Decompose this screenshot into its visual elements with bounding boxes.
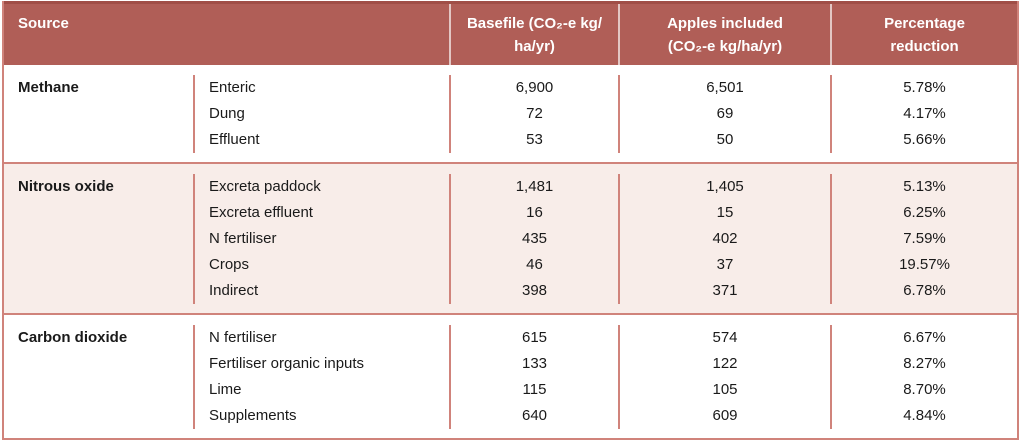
basefile-value: 16 [526, 204, 543, 221]
row-label: Excreta paddock [209, 178, 321, 195]
reduction-value: 5.66% [903, 131, 946, 148]
apples-value: 1,405 [706, 178, 744, 195]
subcategory-cell: N fertiliser Fertiliser organic inputs Lim… [193, 325, 449, 429]
reduction-value: 19.57% [899, 256, 950, 273]
apples-value: 37 [716, 256, 734, 273]
table-section: Carbon dioxide N fertiliser Fertiliser org… [4, 313, 1017, 438]
apples-value: 105 [712, 381, 738, 398]
apples-value: 609 [712, 407, 738, 424]
basefile-value: 133 [521, 355, 548, 372]
apples-value: 69 [716, 105, 734, 122]
table-body: Methane Enteric Dung Effluent 6,900 72 53 6,501… [4, 65, 1017, 438]
column-header-reduction-line1: Percentage [884, 15, 965, 32]
reduction-value: 4.84% [903, 407, 946, 424]
column-header-apples: Apples included (CO₂-e kg/ha/yr) [618, 4, 830, 65]
column-header-basefile-line1: Basefile (CO₂-e kg/ [466, 15, 603, 32]
column-header-source: Source [4, 4, 449, 65]
reduction-value: 6.78% [903, 282, 946, 299]
column-header-apples-line1: Apples included [667, 15, 783, 32]
row-label: N fertiliser [209, 230, 277, 247]
row-label: Dung [209, 105, 245, 122]
reduction-value: 7.59% [903, 230, 946, 247]
row-label: Supplements [209, 407, 297, 424]
apples-value: 6,501 [706, 79, 744, 96]
apples-value: 50 [716, 131, 734, 148]
row-label: Excreta effluent [209, 204, 313, 221]
apples-value: 402 [712, 230, 738, 247]
subcategory-cell: Enteric Dung Effluent [193, 75, 449, 153]
reduction-cell: 5.78% 4.17% 5.66% [830, 75, 1017, 153]
reduction-cell: 6.67% 8.27% 8.70% 4.84% [830, 325, 1017, 429]
category-label: Nitrous oxide [18, 178, 114, 195]
reduction-value: 5.13% [903, 178, 946, 195]
category-cell: Methane [4, 75, 193, 153]
basefile-value: 435 [521, 230, 548, 247]
column-header-source-label: Source [18, 15, 69, 32]
basefile-value: 72 [526, 105, 543, 122]
row-label: Effluent [209, 131, 260, 148]
reduction-value: 6.67% [903, 329, 946, 346]
basefile-cell: 615 133 115 640 [449, 325, 618, 429]
row-label: Enteric [209, 79, 256, 96]
reduction-cell: 5.13% 6.25% 7.59% 19.57% 6.78% [830, 174, 1017, 304]
column-header-reduction: Percentage reduction [830, 4, 1017, 65]
column-header-reduction-line2: reduction [890, 38, 959, 55]
reduction-value: 4.17% [903, 105, 946, 122]
row-label: Crops [209, 256, 250, 273]
table-header-row: Source Basefile (CO₂-e kg/ ha/yr) Apples… [4, 1, 1017, 65]
category-cell: Nitrous oxide [4, 174, 193, 304]
basefile-value: 615 [521, 329, 548, 346]
row-label: Indirect [209, 282, 259, 299]
reduction-value: 5.78% [903, 79, 946, 96]
row-label: Lime [209, 381, 242, 398]
table-section: Methane Enteric Dung Effluent 6,900 72 53 6,501… [4, 65, 1017, 162]
row-label: Fertiliser organic inputs [209, 355, 365, 372]
apples-cell: 6,501 69 50 [618, 75, 830, 153]
apples-cell: 1,405 15 402 37 371 [618, 174, 830, 304]
basefile-value: 398 [521, 282, 548, 299]
basefile-value: 115 [522, 381, 547, 398]
reduction-value: 6.25% [903, 204, 946, 221]
apples-value: 15 [716, 204, 734, 221]
apples-value: 371 [712, 282, 738, 299]
basefile-value: 6,900 [515, 79, 554, 96]
basefile-value: 640 [521, 407, 548, 424]
basefile-value: 46 [526, 256, 543, 273]
basefile-value: 53 [526, 131, 543, 148]
category-label: Carbon dioxide [18, 329, 128, 346]
apples-value: 122 [712, 355, 738, 372]
reduction-value: 8.27% [903, 355, 946, 372]
apples-value: 574 [712, 329, 738, 346]
category-label: Methane [18, 79, 79, 96]
column-header-apples-line2: (CO₂-e kg/ha/yr) [667, 38, 783, 55]
basefile-cell: 6,900 72 53 [449, 75, 618, 153]
table-section: Nitrous oxide Excreta paddock Excreta effl… [4, 162, 1017, 313]
subcategory-cell: Excreta paddock Excreta effluent N fertili… [193, 174, 449, 304]
category-cell: Carbon dioxide [4, 325, 193, 429]
basefile-value: 1,481 [515, 178, 554, 195]
column-header-basefile-line2: ha/yr) [514, 38, 555, 55]
column-header-basefile: Basefile (CO₂-e kg/ ha/yr) [449, 4, 618, 65]
basefile-cell: 1,481 16 435 46 398 [449, 174, 618, 304]
reduction-value: 8.70% [903, 381, 946, 398]
apples-cell: 574 122 105 609 [618, 325, 830, 429]
row-label: N fertiliser [209, 329, 277, 346]
